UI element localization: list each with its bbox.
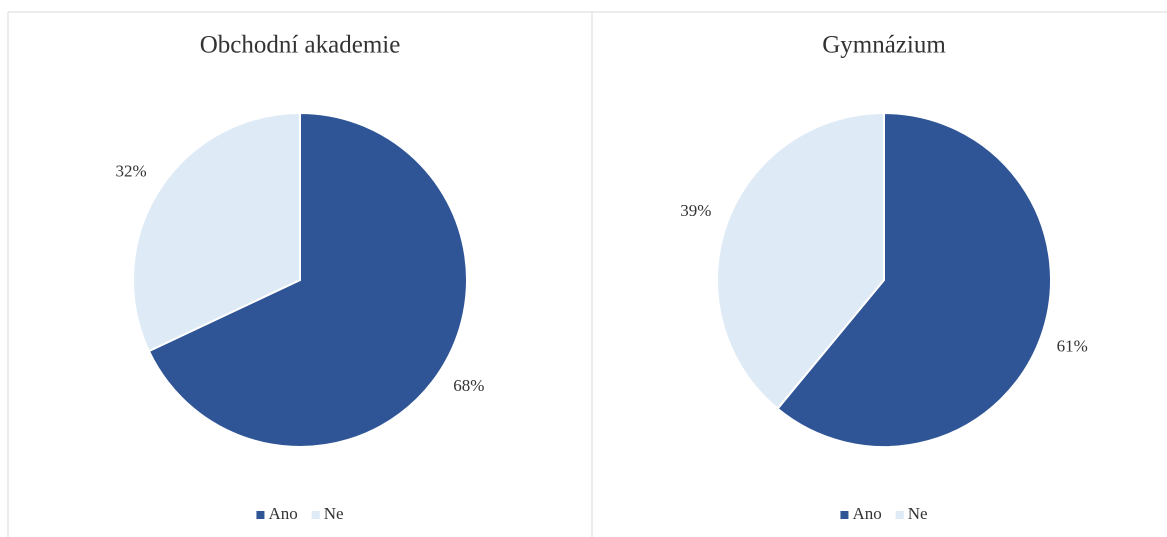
legend-label: Ano bbox=[852, 504, 881, 523]
pie-slice bbox=[132, 111, 301, 353]
legend-label: Ano bbox=[268, 504, 297, 523]
data-label: 68% bbox=[453, 376, 484, 395]
legend-marker bbox=[256, 511, 265, 519]
data-label: 61% bbox=[1057, 337, 1088, 356]
chart-title: Obchodní akademie bbox=[200, 32, 401, 59]
pie-slice bbox=[147, 111, 468, 448]
legend-label: Ne bbox=[908, 504, 928, 523]
data-label: 39% bbox=[680, 201, 711, 220]
pie-slice bbox=[715, 111, 885, 411]
legend-marker bbox=[840, 511, 849, 519]
legend-label: Ne bbox=[324, 504, 344, 523]
data-label: 32% bbox=[116, 162, 147, 181]
legend-marker bbox=[311, 511, 320, 519]
pie-slice bbox=[776, 111, 1052, 448]
chart-title: Gymnázium bbox=[822, 32, 946, 59]
legend-marker bbox=[895, 511, 904, 519]
